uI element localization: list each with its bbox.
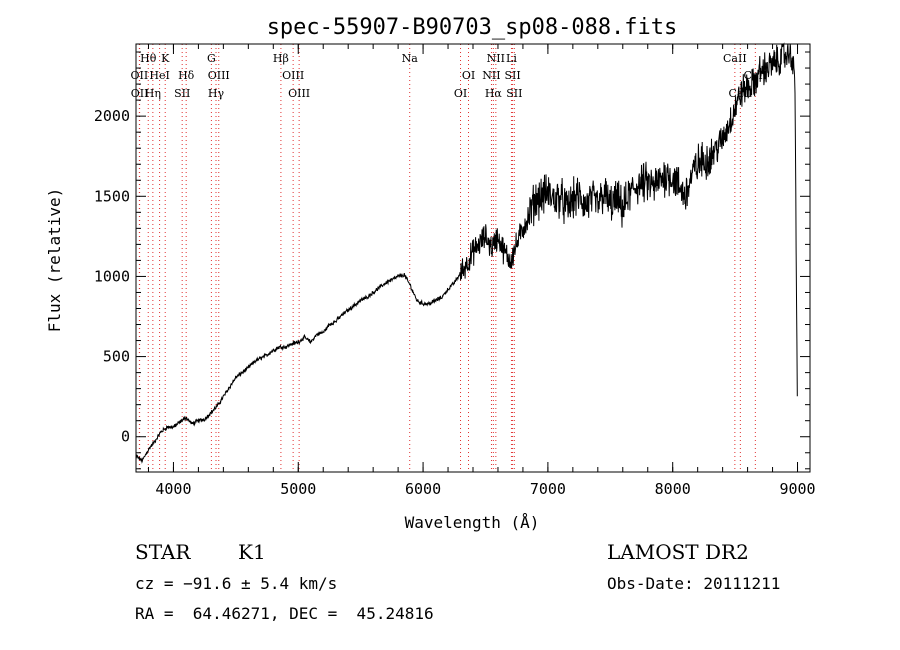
marker-label: OII <box>131 69 149 82</box>
y-axis-label: Flux (relative) <box>45 188 64 333</box>
y-tick-label: 0 <box>121 428 130 446</box>
plot-frame <box>135 43 811 473</box>
x-tick-label: 7000 <box>530 480 566 498</box>
object-class: STAR <box>135 540 191 564</box>
marker-label: SII <box>174 87 190 100</box>
survey-name: LAMOST DR2 <box>607 540 749 564</box>
y-tick-label: 2000 <box>94 107 130 125</box>
y-tick-label: 500 <box>103 348 130 366</box>
marker-label: Hγ <box>208 87 225 100</box>
marker-label: SII <box>504 69 520 82</box>
marker-label: OIII <box>282 69 304 82</box>
marker-label: OI <box>454 87 467 100</box>
spectral-line-markers <box>138 44 756 472</box>
x-tick-label: 5000 <box>280 480 316 498</box>
marker-label: Hθ <box>140 52 157 65</box>
redshift-cz: cz = −91.6 ± 5.4 km/s <box>135 574 338 593</box>
marker-label: Hβ <box>273 52 289 65</box>
marker-label: G <box>207 52 216 65</box>
spectrum-series-line <box>135 42 798 464</box>
marker-label: NII <box>482 69 500 82</box>
observation-date: Obs-Date: 20111211 <box>607 574 781 593</box>
object-subclass: K1 <box>238 540 266 564</box>
y-tick-label: 1000 <box>94 267 130 285</box>
marker-label: CaII <box>723 52 747 65</box>
marker-label: Hα <box>485 87 503 100</box>
marker-label: SII <box>506 87 522 100</box>
x-tick-label: 4000 <box>155 480 191 498</box>
axis-ticks: 4000 5000 6000 7000 8000 9000 0 500 1000 1500 2000 <box>94 44 816 498</box>
marker-label: OI <box>462 69 475 82</box>
marker-label: Na <box>402 52 419 65</box>
x-tick-label: 9000 <box>779 480 815 498</box>
marker-label: Li <box>506 52 517 65</box>
y-tick-label: 1500 <box>94 187 130 205</box>
chart-title: spec-55907-B90703_sp08-088.fits <box>267 15 678 40</box>
marker-label: OIII <box>208 69 230 82</box>
marker-label: Hδ <box>178 69 195 82</box>
marker-label: OII <box>131 87 149 100</box>
marker-label: NII <box>487 52 505 65</box>
marker-label: HeI <box>149 69 169 82</box>
marker-label: K <box>161 52 170 65</box>
x-tick-label: 6000 <box>405 480 441 498</box>
x-tick-label: 8000 <box>655 480 691 498</box>
ra-dec-coordinates: RA = 64.46271, DEC = 45.24816 <box>135 604 434 623</box>
x-axis-label: Wavelength (Å) <box>405 513 540 532</box>
spectrum-chart: spec-55907-B90703_sp08-088.fits Waveleng… <box>45 15 816 532</box>
marker-label: Hη <box>145 87 161 100</box>
marker-label: OIII <box>288 87 310 100</box>
